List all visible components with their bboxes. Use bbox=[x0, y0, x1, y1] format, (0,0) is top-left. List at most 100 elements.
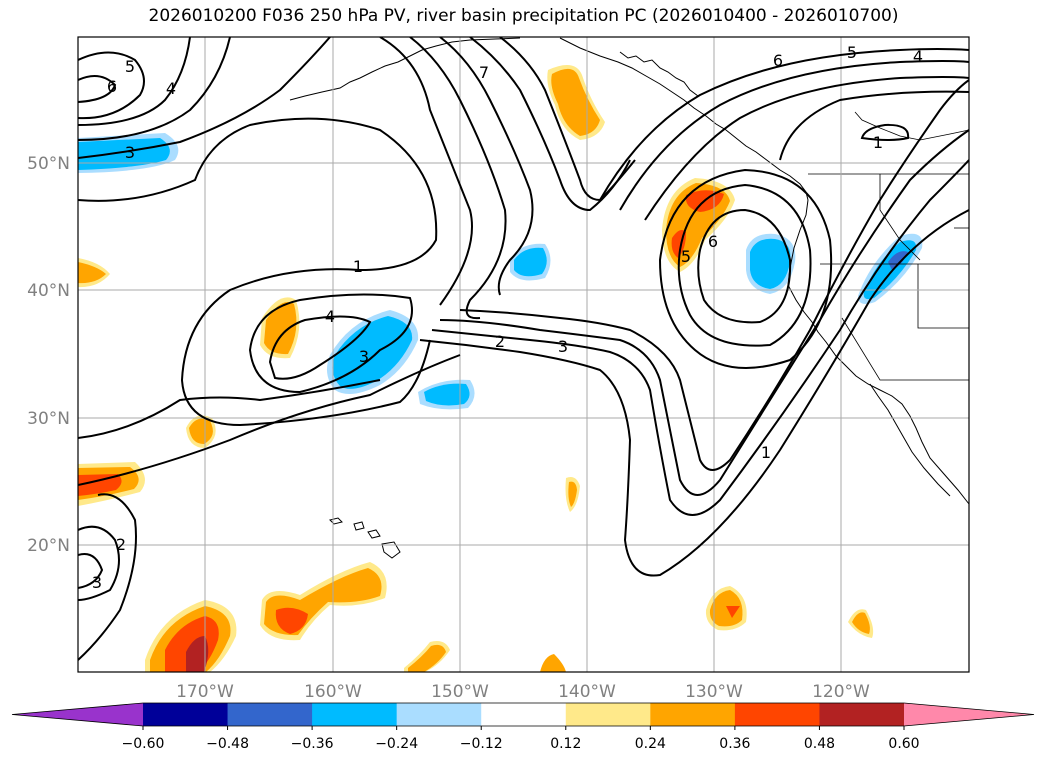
contour-line bbox=[78, 117, 438, 427]
contour-label: 2 bbox=[116, 535, 126, 554]
coastline bbox=[559, 37, 809, 201]
plot-frame bbox=[77, 36, 970, 673]
contour-label: 4 bbox=[325, 307, 335, 326]
contour-line bbox=[78, 379, 381, 439]
contour-label: 1 bbox=[873, 133, 883, 152]
contour-line bbox=[499, 37, 636, 202]
contour-line bbox=[379, 37, 473, 306]
contour-line bbox=[644, 76, 969, 221]
coastline bbox=[869, 383, 951, 497]
contour-line bbox=[78, 553, 104, 589]
contour-line bbox=[78, 37, 331, 159]
lat-axis: 50°N 40°N 30°N 20°N bbox=[27, 154, 70, 556]
coastline bbox=[619, 51, 699, 97]
precip-patch bbox=[186, 636, 209, 672]
precip-patch bbox=[726, 606, 740, 618]
contour-line bbox=[599, 48, 969, 201]
lat-label: 20°N bbox=[27, 536, 70, 556]
border-line bbox=[841, 317, 969, 381]
colorbar-segment bbox=[565, 703, 651, 726]
contour-label: 3 bbox=[92, 573, 102, 592]
precip-patch bbox=[424, 383, 470, 406]
contour-line bbox=[78, 37, 231, 141]
colorbar-extend-min bbox=[12, 703, 143, 726]
contour-line bbox=[78, 51, 145, 120]
lat-label: 30°N bbox=[27, 409, 70, 429]
precip-patch bbox=[78, 262, 106, 284]
contour-line bbox=[419, 209, 969, 577]
contour-line bbox=[78, 354, 461, 486]
contour-line bbox=[248, 293, 413, 394]
lon-label: 140°W bbox=[558, 682, 616, 702]
contour-label: 6 bbox=[107, 77, 117, 96]
colorbar-tick-label: −0.60 bbox=[122, 736, 165, 752]
colorbar-segment bbox=[734, 703, 820, 726]
colorbar-extend-max bbox=[904, 703, 1034, 726]
border-line bbox=[917, 264, 969, 329]
contour-label: 6 bbox=[708, 232, 718, 251]
lon-label: 150°W bbox=[431, 682, 489, 702]
precip-patch bbox=[264, 302, 297, 355]
precip-patch bbox=[852, 612, 870, 634]
contour-line bbox=[431, 159, 969, 516]
precip-patch bbox=[540, 654, 566, 672]
contour-label: 3 bbox=[359, 347, 369, 366]
coastline bbox=[289, 37, 521, 101]
precip-patch bbox=[275, 607, 308, 634]
colorbar-segment bbox=[819, 703, 905, 726]
island bbox=[381, 541, 401, 559]
contour-line bbox=[439, 37, 534, 296]
colorbar-tick-label: 0.60 bbox=[888, 736, 919, 752]
lat-label: 40°N bbox=[27, 281, 70, 301]
colorbar-segment bbox=[312, 703, 398, 726]
contour-line bbox=[779, 90, 969, 161]
lon-label: 120°W bbox=[812, 682, 870, 702]
island bbox=[367, 529, 381, 539]
pv-contours bbox=[78, 37, 969, 661]
contour-label: 5 bbox=[125, 57, 135, 76]
precip-patch bbox=[514, 247, 547, 277]
border-line bbox=[879, 174, 921, 261]
island bbox=[353, 521, 365, 531]
lon-axis: 170°W 160°W 150°W 140°W 130°W 120°W bbox=[176, 682, 870, 702]
contour-label: 1 bbox=[353, 257, 363, 276]
colorbar-segment bbox=[396, 703, 482, 726]
precip-patch bbox=[551, 68, 600, 136]
colorbar-segment bbox=[143, 703, 229, 726]
contour-line bbox=[860, 123, 910, 141]
contour-label: 3 bbox=[558, 337, 568, 356]
colorbar-segment bbox=[481, 703, 567, 726]
contour-line bbox=[677, 183, 812, 347]
colorbar-tick-label: −0.48 bbox=[206, 736, 249, 752]
contour-line bbox=[439, 129, 969, 496]
lon-label: 160°W bbox=[304, 682, 362, 702]
colorbar: −0.60 −0.48 −0.36 −0.24 −0.12 0.12 0.24 0.36 0.4… bbox=[11, 702, 1035, 752]
gridlines bbox=[78, 37, 969, 672]
contour-label: 6 bbox=[773, 51, 783, 70]
contour-line bbox=[78, 37, 191, 126]
lon-label: 170°W bbox=[176, 682, 234, 702]
precip-patch bbox=[709, 590, 743, 627]
map-title: 2026010200 F036 250 hPa PV, river basin … bbox=[148, 6, 899, 26]
plot-area bbox=[78, 37, 969, 672]
contour-line bbox=[78, 75, 117, 103]
colorbar-tick-label: −0.12 bbox=[460, 736, 503, 752]
colorbar-tick-label: 0.36 bbox=[719, 736, 750, 752]
colorbar-tick-label: 0.48 bbox=[804, 736, 835, 752]
contour-line bbox=[78, 525, 120, 601]
contour-label: 5 bbox=[847, 43, 857, 62]
political-borders bbox=[808, 111, 969, 381]
precip-patch bbox=[78, 474, 122, 496]
contour-line bbox=[459, 79, 969, 471]
precip-patch bbox=[750, 238, 791, 289]
contour-label-group: 5 6 4 3 7 6 5 4 1 1 4 3 2 3 5 6 1 2 3 bbox=[92, 43, 923, 592]
contour-label: 4 bbox=[166, 79, 176, 98]
lon-label: 130°W bbox=[685, 682, 743, 702]
contour-line bbox=[268, 315, 372, 380]
contour-label: 4 bbox=[913, 47, 923, 66]
contour-label: 7 bbox=[479, 63, 489, 82]
contour-label: 5 bbox=[681, 247, 691, 266]
contour-line bbox=[619, 60, 969, 211]
colorbar-tick-label: 0.24 bbox=[635, 736, 666, 752]
